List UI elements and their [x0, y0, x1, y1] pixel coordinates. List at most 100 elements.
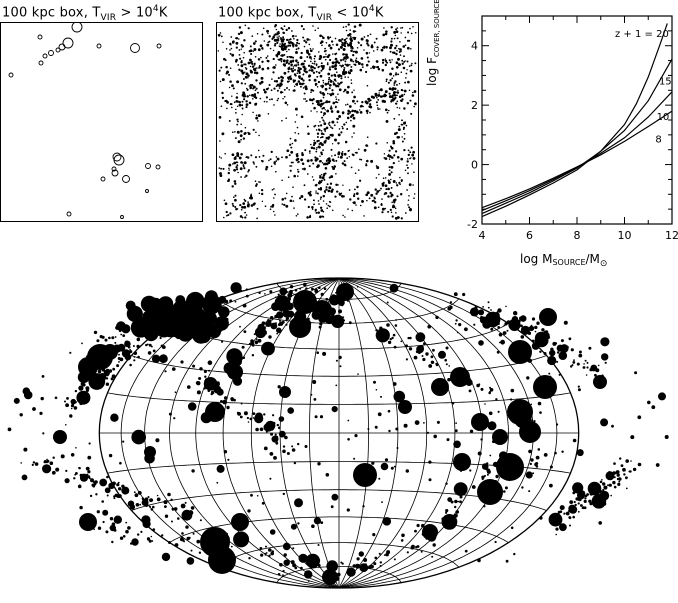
cold-halo-dot	[293, 85, 296, 88]
cold-halo-dot	[334, 64, 338, 67]
sky-source-dot	[93, 528, 95, 531]
cold-halo-dot	[319, 155, 321, 157]
cold-halo-dot	[246, 204, 250, 208]
cold-halo-dot	[297, 63, 300, 66]
sky-source-dot	[496, 453, 524, 481]
cold-halo-dot	[326, 62, 329, 64]
cold-halo-dot	[346, 42, 349, 45]
sky-source-dot	[400, 539, 404, 542]
cold-halo-dot	[261, 60, 264, 63]
cold-halo-dot	[245, 106, 248, 109]
cold-halo-dot	[373, 41, 376, 44]
cold-halo-dot	[334, 57, 338, 61]
cold-halo-dot	[308, 53, 311, 56]
sky-source-dot	[131, 429, 146, 445]
cold-halo-dot	[292, 56, 295, 59]
covering-fraction-chart: 4 6 8 10 12 -2 0 2 4 z + 1 = 20 15 10 8 log FCOVER,…	[422, 0, 678, 272]
cold-halo-dot	[398, 107, 401, 109]
sky-source-dot	[274, 296, 277, 299]
cold-halo-dot	[231, 202, 234, 205]
cold-halo-dot	[375, 60, 379, 63]
cold-halo-dot	[247, 61, 251, 65]
sky-source-dot	[188, 516, 191, 518]
cold-halo-dot	[240, 130, 243, 133]
cold-halo-dot	[276, 41, 279, 44]
cold-halo-dot	[324, 82, 328, 86]
cold-halo-dot	[370, 159, 374, 163]
cold-halo-dot	[291, 30, 293, 32]
cold-halo-dot	[302, 36, 305, 39]
sky-source-dot	[508, 340, 532, 364]
cold-halo-dot	[323, 112, 327, 115]
cold-halo-dot	[322, 210, 325, 213]
cold-halo-dot	[259, 82, 262, 85]
cold-halo-dot	[391, 67, 394, 70]
sky-source-dot	[352, 570, 356, 574]
sky-source-dot	[322, 351, 327, 356]
cold-halo-dot	[413, 193, 416, 195]
cold-halo-dot	[411, 163, 413, 165]
cold-halo-dot	[283, 53, 286, 56]
cold-halo-dot	[240, 64, 244, 68]
cold-halo-dot	[397, 136, 401, 139]
cold-halo-dot	[396, 106, 399, 109]
cold-halo-dot	[394, 87, 397, 91]
cold-halo-dot	[399, 41, 401, 43]
sky-source-dot	[601, 353, 609, 361]
cold-halo-dot	[316, 132, 320, 135]
sky-map	[0, 272, 678, 599]
sky-source-dot	[405, 469, 409, 473]
sky-source-dot	[247, 421, 250, 423]
cold-halo-dot	[325, 49, 327, 52]
cold-halo-dot	[387, 210, 390, 213]
sky-source-dot	[113, 529, 117, 532]
cold-halo-dot	[366, 145, 369, 147]
cold-halo-dot	[385, 80, 388, 83]
cold-halo-dot	[302, 28, 305, 31]
cold-halo-dot	[339, 39, 343, 43]
sky-source-dot	[151, 354, 161, 363]
sky-source-dot	[588, 499, 592, 503]
cold-halo-dot	[358, 109, 361, 111]
sky-source-dot	[455, 422, 457, 424]
cold-halo-dot	[340, 81, 343, 84]
cold-halo-dot	[288, 154, 291, 157]
sky-source-dot	[513, 311, 518, 316]
cold-halo-dot	[335, 159, 338, 162]
sky-source-dot	[578, 353, 583, 358]
sky-source-dot	[92, 484, 96, 488]
sky-source-dot	[281, 292, 284, 295]
cold-halo-dot	[348, 63, 351, 66]
cold-halo-dot	[303, 92, 306, 95]
sky-source-dot	[392, 382, 397, 386]
middle-panel-title: 100 kpc box, TVIR < 104K	[218, 4, 384, 23]
sky-source-dot	[370, 564, 374, 569]
sky-source-dot	[279, 563, 283, 567]
cold-halo-dot	[312, 179, 315, 181]
sky-source-dot	[530, 403, 533, 406]
cold-halo-dot	[356, 100, 359, 103]
sky-source-dot	[239, 415, 243, 419]
sky-source-dot	[119, 461, 122, 465]
cold-halo-dot	[324, 58, 327, 61]
cold-halo-dot	[327, 82, 330, 85]
sky-source-dot	[204, 375, 207, 378]
sky-source-dot	[111, 540, 114, 544]
cold-halo-dot	[245, 156, 248, 159]
sky-source-dot	[500, 339, 505, 345]
sky-source-dot	[233, 357, 242, 366]
sky-source-dot	[393, 390, 406, 403]
sky-source-dot	[503, 324, 506, 327]
cold-halo-dot	[319, 34, 322, 38]
halo-circle	[48, 50, 54, 56]
cold-halo-dot	[398, 113, 400, 116]
cold-halo-dot	[382, 33, 386, 37]
sky-source-dot	[448, 365, 451, 367]
cold-halo-dot	[400, 32, 402, 34]
sky-source-dot	[118, 353, 120, 356]
cold-halo-dot	[288, 41, 291, 45]
cold-halo-dot	[281, 76, 285, 79]
cold-halo-dot	[404, 44, 407, 47]
sky-source-dot	[537, 338, 540, 341]
sky-source-dot	[110, 377, 114, 381]
